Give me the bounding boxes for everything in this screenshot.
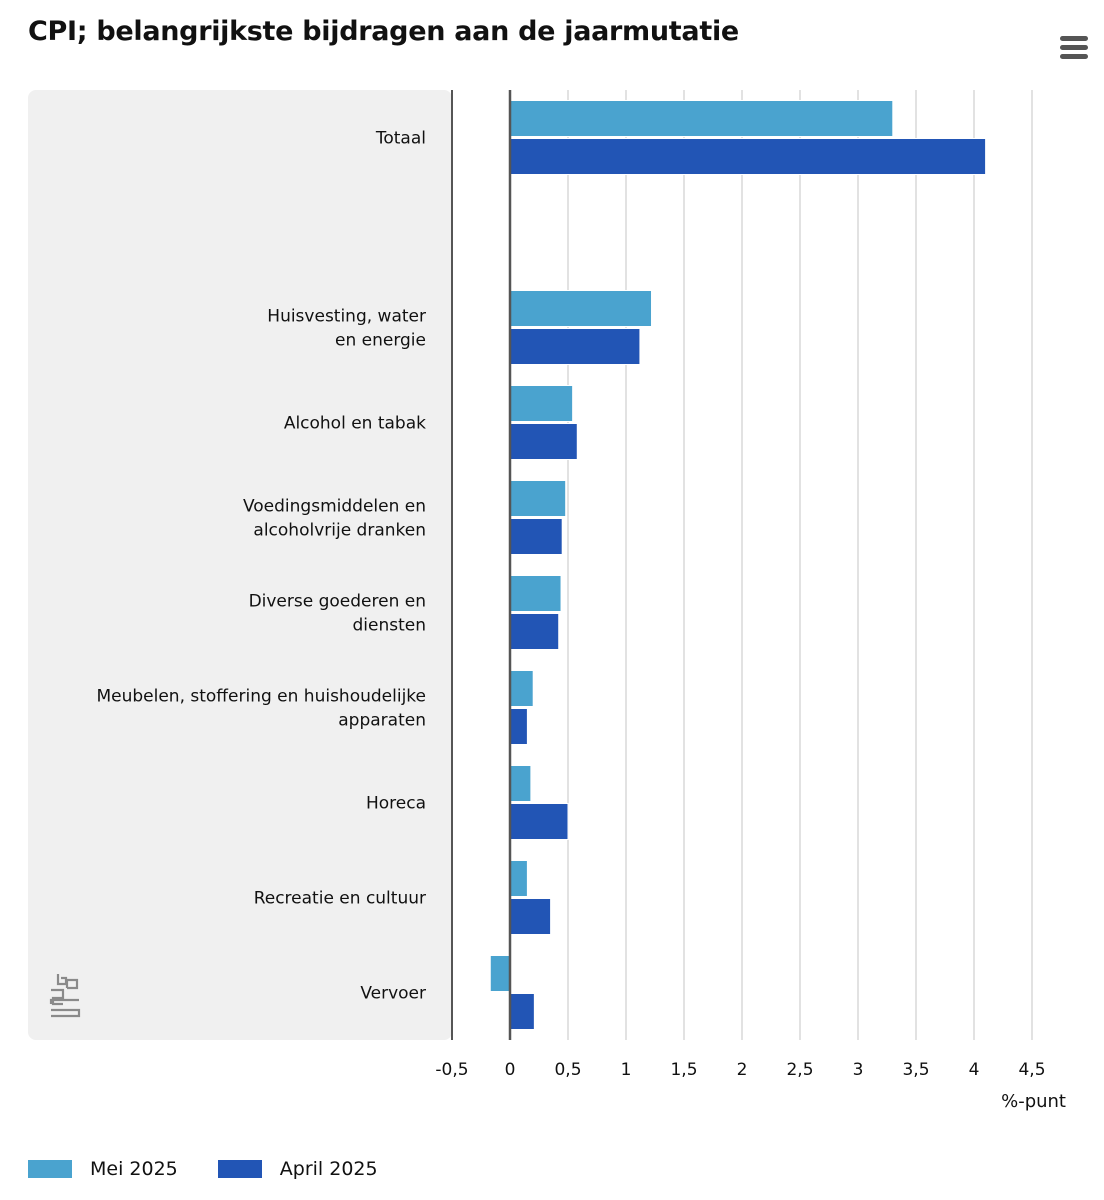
x-tick-label: 4 <box>969 1060 980 1080</box>
bar-mei[interactable] <box>509 860 528 897</box>
category-label: Totaal <box>375 129 426 149</box>
category-label: Voedingsmiddelen en alcoholvrije dranken <box>243 497 426 541</box>
bar-april[interactable] <box>509 328 641 365</box>
x-tick-label: 2 <box>737 1060 748 1080</box>
category-label: Horeca <box>366 794 426 814</box>
bar-mei[interactable] <box>509 385 574 422</box>
bar-mei[interactable] <box>509 100 894 137</box>
category-label: Recreatie en cultuur <box>254 889 426 909</box>
bar-april[interactable] <box>509 518 563 555</box>
x-tick-label: 0,5 <box>554 1060 581 1080</box>
x-tick-label: 2,5 <box>786 1060 813 1080</box>
bar-mei[interactable] <box>509 290 653 327</box>
chart-title: CPI; belangrijkste bijdragen aan de jaar… <box>28 16 739 47</box>
legend-label: Mei 2025 <box>90 1158 178 1180</box>
legend-label: April 2025 <box>279 1158 378 1180</box>
category-labels: Totaal Huisvesting, water en energie Alcoho… <box>96 129 426 1004</box>
cbs-logo-icon <box>49 974 81 1018</box>
category-label: Vervoer <box>360 984 426 1004</box>
category-label-panel <box>28 90 452 1040</box>
gridlines <box>567 90 1033 1040</box>
x-tick-labels: -0,5 0 0,5 1 1,5 2 2,5 3 3,5 4 4,5 <box>435 1060 1045 1080</box>
bar-april[interactable] <box>509 138 987 175</box>
legend-item-mei-2025[interactable]: Mei 2025 <box>28 1158 178 1180</box>
bar-april[interactable] <box>509 423 578 460</box>
legend-item-april-2025[interactable]: April 2025 <box>217 1158 378 1180</box>
bar-mei[interactable] <box>509 765 532 802</box>
x-tick-label: 0 <box>505 1060 516 1080</box>
x-axis-unit-label: %-punt <box>1001 1091 1066 1112</box>
category-label: Huisvesting, water en energie <box>267 307 426 351</box>
category-label: Diverse goederen en diensten <box>249 592 426 636</box>
bar-chart: Totaal Huisvesting, water en energie Alcoho… <box>28 90 1066 1112</box>
bar-april[interactable] <box>509 613 560 650</box>
x-tick-label: 1,5 <box>670 1060 697 1080</box>
legend: Mei 2025 April 2025 <box>28 1158 418 1180</box>
x-tick-label: 4,5 <box>1018 1060 1045 1080</box>
x-tick-label: 3,5 <box>902 1060 929 1080</box>
bar-april[interactable] <box>509 708 528 745</box>
axes <box>451 90 512 1040</box>
category-label: Meubelen, stoffering en huishoudelijke ap… <box>96 687 426 731</box>
bar-mei[interactable] <box>509 670 534 707</box>
bar-april[interactable] <box>509 898 552 935</box>
bar-mei[interactable] <box>509 480 567 517</box>
legend-swatch-april <box>217 1160 262 1178</box>
bar-april[interactable] <box>509 993 535 1030</box>
category-label: Alcohol en tabak <box>284 414 426 434</box>
bar-mei[interactable] <box>509 575 562 612</box>
x-tick-label: -0,5 <box>435 1060 468 1080</box>
bars <box>489 100 987 1030</box>
x-tick-label: 1 <box>621 1060 632 1080</box>
bar-april[interactable] <box>509 803 569 840</box>
bar-mei[interactable] <box>489 955 511 992</box>
x-tick-label: 3 <box>853 1060 864 1080</box>
hamburger-menu-icon[interactable] <box>1056 34 1092 62</box>
legend-swatch-mei <box>28 1160 72 1178</box>
